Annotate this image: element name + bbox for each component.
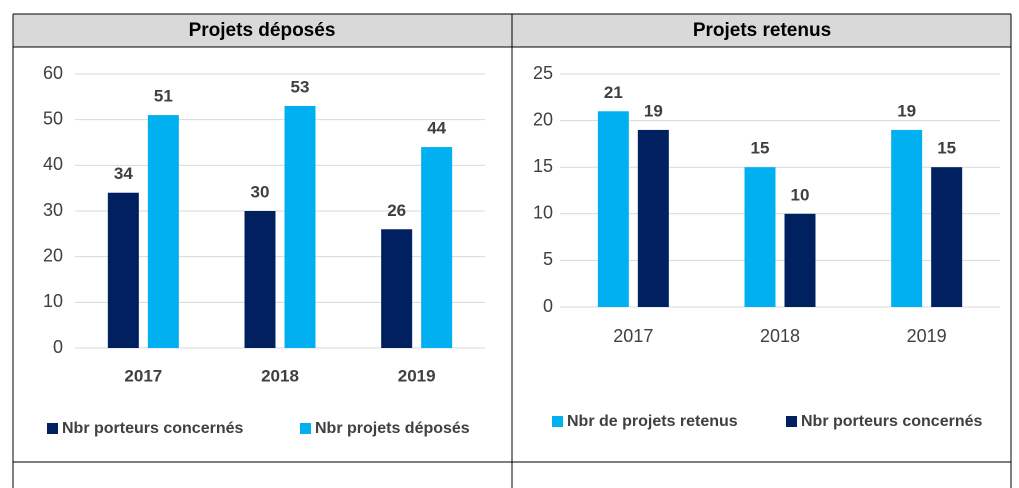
data-label: 15 [937,139,956,158]
y-tick-label: 0 [543,296,553,316]
y-tick-label: 15 [533,156,553,176]
x-tick-label: 2018 [261,366,299,385]
y-tick-label: 5 [543,249,553,269]
x-tick-label: 2019 [907,326,947,346]
legend-swatch [300,423,311,434]
y-tick-label: 20 [533,109,553,129]
legend-swatch [47,423,58,434]
y-tick-label: 30 [43,200,63,220]
bar [891,129,923,307]
legend-swatch [552,416,563,427]
x-tick-label: 2019 [398,366,436,385]
y-tick-label: 25 [533,63,553,83]
legend-label: Nbr porteurs concernés [62,420,243,437]
y-tick-label: 40 [43,154,63,174]
y-tick-label: 0 [53,337,63,357]
legend-swatch [786,416,797,427]
y-tick-label: 10 [43,291,63,311]
y-tick-label: 50 [43,108,63,128]
x-tick-label: 2018 [760,326,800,346]
legend-label: Nbr de projets retenus [567,413,738,430]
bar [107,192,139,348]
data-label: 26 [387,201,406,220]
y-tick-label: 20 [43,245,63,265]
bar [744,167,776,307]
bar [784,213,816,307]
data-label: 34 [114,164,133,183]
bar [637,129,669,307]
bar [597,111,629,307]
bar [931,167,963,307]
bar [421,147,453,348]
chart-title: Projets retenus [693,20,831,41]
data-label: 19 [644,101,663,120]
y-tick-label: 10 [533,203,553,223]
bar [244,211,276,348]
chart-title: Projets déposés [189,20,336,41]
bar [147,115,179,348]
data-label: 10 [791,185,810,204]
data-label: 19 [897,101,916,120]
data-label: 51 [154,87,173,106]
y-tick-label: 60 [43,63,63,83]
x-tick-label: 2017 [613,326,653,346]
legend-label: Nbr projets déposés [315,420,470,437]
data-label: 53 [291,77,310,96]
legend-label: Nbr porteurs concernés [801,413,982,430]
x-tick-label: 2017 [124,366,162,385]
bar [381,229,413,348]
bar [284,105,316,348]
data-label: 30 [251,182,270,201]
data-label: 21 [604,83,623,102]
data-label: 44 [427,119,446,138]
data-label: 15 [751,139,770,158]
